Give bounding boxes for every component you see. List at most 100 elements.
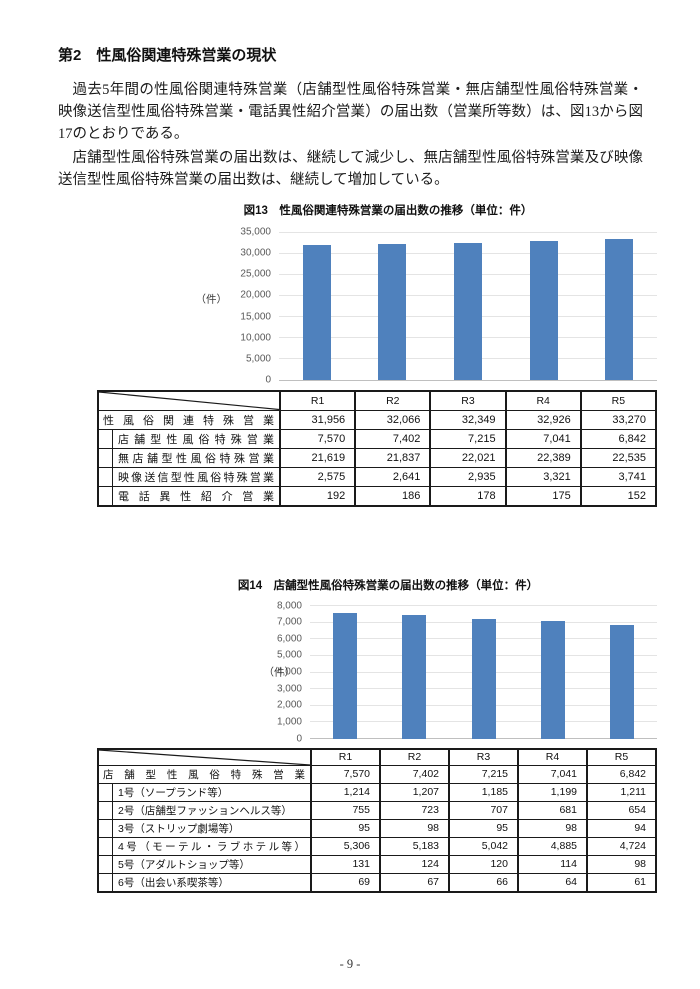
value-cell: 6,842 bbox=[579, 428, 658, 449]
diagonal-corner-cell bbox=[97, 748, 312, 766]
bar-R2 bbox=[378, 244, 407, 380]
value-cell: 7,402 bbox=[379, 764, 450, 784]
value-cell: 152 bbox=[579, 485, 658, 506]
y-axis-tick-label: 8,000 bbox=[276, 600, 302, 611]
y-axis: 8,000 7,000 6,000 5,000 4,000 3,000 2,000 1,000… bbox=[97, 600, 310, 744]
column-header: R5 bbox=[586, 748, 657, 766]
body-paragraph-1: 過去5年間の性風俗関連特殊営業（店舗型性風俗特殊営業・無店舗型性風俗特殊営業・映… bbox=[58, 82, 643, 142]
figure13-bar-chart: 35,000 30,000 25,000 20,000 15,000 10,000 5,00… bbox=[97, 227, 657, 386]
value-cell: 1,211 bbox=[586, 782, 657, 802]
figure14-table: R1 R2 R3 R4 R5 店舗型性風俗特殊営業 7,570 7,402 7,215 7,041… bbox=[97, 747, 657, 893]
section-title: 性風俗関連特殊営業の現状 bbox=[96, 47, 277, 64]
column-header: R3 bbox=[429, 390, 507, 411]
value-cell: 654 bbox=[586, 800, 657, 820]
value-cell: 69 bbox=[310, 872, 381, 892]
value-cell: 2,575 bbox=[278, 466, 357, 487]
value-cell: 7,570 bbox=[310, 764, 381, 784]
row-label-cell: 1号（ソープランド等） bbox=[97, 782, 312, 802]
value-cell: 7,570 bbox=[278, 428, 357, 449]
value-cell: 124 bbox=[379, 854, 450, 874]
value-cell: 2,641 bbox=[354, 466, 432, 487]
value-cell: 1,185 bbox=[448, 782, 519, 802]
value-cell: 7,041 bbox=[517, 764, 588, 784]
bar-R4 bbox=[529, 240, 558, 380]
value-cell: 32,349 bbox=[429, 409, 507, 430]
y-axis-tick-label: 10,000 bbox=[240, 332, 271, 344]
diagonal-corner-cell bbox=[97, 390, 281, 411]
y-axis-tick-label: 25,000 bbox=[240, 268, 271, 280]
y-axis-tick-label: 2,000 bbox=[276, 699, 302, 711]
y-axis-unit-label: （件） bbox=[195, 293, 228, 306]
row-label-cell: 4号（モーテル・ラブホテル等） bbox=[97, 836, 312, 856]
value-cell: 94 bbox=[586, 818, 657, 838]
table-row: 2号（店舗型ファッションヘルス等） 755 723 707 681 654 bbox=[97, 800, 657, 820]
row-label-cell: 6号（出会い系喫茶等） bbox=[97, 872, 312, 892]
page-number: - 9 - bbox=[339, 957, 361, 971]
y-axis-tick-label: 5,000 bbox=[245, 353, 271, 365]
value-cell: 681 bbox=[517, 800, 588, 820]
value-cell: 1,207 bbox=[379, 782, 450, 802]
value-cell: 5,042 bbox=[448, 836, 519, 856]
value-cell: 2,935 bbox=[429, 466, 507, 487]
column-header: R1 bbox=[310, 748, 381, 766]
column-header: R1 bbox=[278, 390, 357, 411]
value-cell: 3,321 bbox=[504, 466, 582, 487]
row-label-cell: 性風俗関連特殊営業 bbox=[97, 409, 281, 430]
value-cell: 95 bbox=[448, 818, 519, 838]
y-axis-tick-label: 35,000 bbox=[240, 226, 271, 238]
value-cell: 21,837 bbox=[354, 447, 432, 468]
value-cell: 186 bbox=[354, 485, 432, 506]
bar-R4 bbox=[540, 621, 565, 739]
y-axis: 35,000 30,000 25,000 20,000 15,000 10,000 5,00… bbox=[97, 227, 279, 386]
value-cell: 755 bbox=[310, 800, 381, 820]
diagonal-line bbox=[99, 750, 310, 765]
row-label-cell: 3号（ストリップ劇場等） bbox=[97, 818, 312, 838]
y-axis-tick-label: 15,000 bbox=[240, 311, 271, 323]
x-axis-line bbox=[310, 738, 657, 739]
section-number: 第2 bbox=[58, 47, 82, 64]
value-cell: 1,199 bbox=[517, 782, 588, 802]
figure14-title: 図14 店舗型性風俗特殊営業の届出数の推移（単位：件） bbox=[237, 579, 539, 592]
table-row: 3号（ストリップ劇場等） 95 98 95 98 94 bbox=[97, 818, 657, 838]
gridline bbox=[310, 605, 657, 606]
bar-R5 bbox=[610, 624, 635, 739]
table-row: 6号（出会い系喫茶等） 69 67 66 64 61 bbox=[97, 872, 657, 892]
value-cell: 31,956 bbox=[278, 409, 357, 430]
row-label-cell: 5号（アダルトショップ等） bbox=[97, 854, 312, 874]
value-cell: 4,724 bbox=[586, 836, 657, 856]
y-axis-tick-label: 6,000 bbox=[276, 633, 302, 645]
column-header: R5 bbox=[579, 390, 658, 411]
value-cell: 3,741 bbox=[579, 466, 658, 487]
table-row: 無店舗型性風俗特殊営業 21,619 21,837 22,021 22,389 22,53… bbox=[97, 447, 658, 468]
x-axis-line bbox=[279, 379, 657, 381]
y-axis-tick-label: 5,000 bbox=[276, 649, 302, 661]
y-axis-tick-label: 7,000 bbox=[276, 616, 302, 628]
column-header: R2 bbox=[354, 390, 432, 411]
value-cell: 4,885 bbox=[517, 836, 588, 856]
value-cell: 5,183 bbox=[379, 836, 450, 856]
body-paragraph-2: 店舗型性風俗特殊営業の届出数は、継続して減少し、無店舗型性風俗特殊営業及び映像送… bbox=[58, 150, 643, 188]
plot-area bbox=[279, 231, 657, 381]
value-cell: 98 bbox=[586, 854, 657, 874]
value-cell: 33,270 bbox=[579, 409, 658, 430]
table-row: 映像送信型性風俗特殊営業 2,575 2,641 2,935 3,321 3,741 bbox=[97, 466, 658, 487]
row-label-cell: 無店舗型性風俗特殊営業 bbox=[97, 447, 281, 468]
value-cell: 66 bbox=[448, 872, 519, 892]
bar-R3 bbox=[454, 243, 482, 380]
table-header-row: R1 R2 R3 R4 R5 bbox=[97, 390, 658, 411]
y-axis-tick-label: 30,000 bbox=[240, 247, 271, 259]
value-cell: 67 bbox=[379, 872, 450, 892]
value-cell: 22,389 bbox=[504, 447, 582, 468]
column-header: R4 bbox=[504, 390, 582, 411]
value-cell: 95 bbox=[310, 818, 381, 838]
value-cell: 64 bbox=[517, 872, 588, 892]
section-heading: 第2 性風俗関連特殊営業の現状 bbox=[58, 46, 700, 66]
figure13-title: 図13 性風俗関連特殊営業の届出数の推移（単位：件） bbox=[243, 205, 533, 217]
table-row: 5号（アダルトショップ等） 131 124 120 114 98 bbox=[97, 854, 657, 874]
value-cell: 7,402 bbox=[354, 428, 432, 449]
table-row: 性風俗関連特殊営業 31,956 32,066 32,349 32,926 33,270 bbox=[97, 409, 658, 430]
value-cell: 723 bbox=[379, 800, 450, 820]
figure13-table: R1 R2 R3 R4 R5 性風俗関連特殊営業 31,956 32,066 32,349 32,… bbox=[97, 390, 658, 507]
row-label-cell: 店舗型性風俗特殊営業 bbox=[97, 428, 281, 449]
